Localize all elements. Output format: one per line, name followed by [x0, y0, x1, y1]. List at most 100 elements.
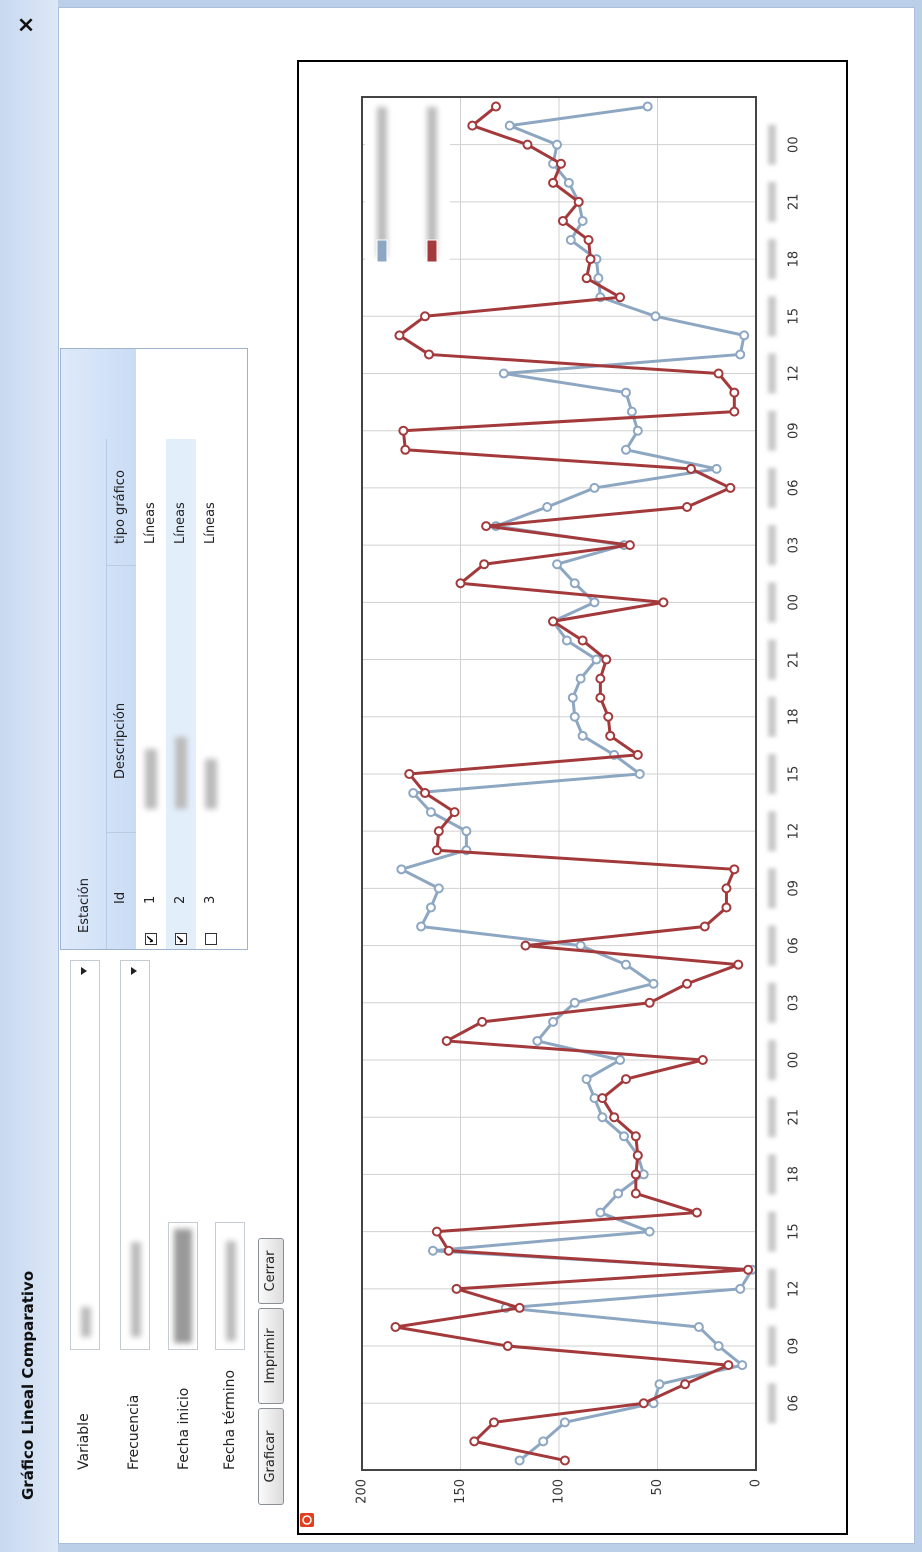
variable-select[interactable]	[70, 960, 100, 1350]
data-point	[514, 1302, 525, 1313]
row-id: 1	[143, 895, 158, 904]
data-point	[713, 368, 724, 379]
data-point	[581, 273, 592, 284]
blurred-date-label	[768, 811, 776, 852]
data-point	[477, 1016, 488, 1027]
data-point	[575, 673, 586, 684]
row-type: Líneas	[203, 502, 218, 544]
data-point	[626, 406, 637, 417]
data-point	[713, 1341, 724, 1352]
data-point	[548, 177, 559, 188]
data-point	[557, 215, 568, 226]
x-tick-label: 21	[787, 651, 802, 668]
end-date-input[interactable]	[215, 1222, 245, 1350]
data-point	[699, 921, 710, 932]
column-header: Id	[113, 891, 128, 904]
data-point	[733, 959, 744, 970]
x-tick-label: 03	[787, 995, 802, 1012]
data-point	[542, 501, 553, 512]
data-point	[396, 864, 407, 875]
data-point	[615, 292, 626, 303]
data-point	[644, 1226, 655, 1237]
data-point	[423, 349, 434, 360]
data-point	[420, 311, 431, 322]
data-point	[532, 1035, 543, 1046]
data-point	[498, 368, 509, 379]
data-point	[693, 1321, 704, 1332]
blurred-value	[131, 1242, 141, 1337]
close-button[interactable]: Cerrar	[258, 1238, 284, 1304]
data-point	[658, 597, 669, 608]
data-point	[609, 1112, 620, 1123]
window-title: Gráfico Lineal Comparativo	[19, 1270, 37, 1500]
data-point	[729, 406, 740, 417]
x-tick-label: 06	[787, 1395, 802, 1412]
data-point	[691, 1207, 702, 1218]
blurred-date-label	[768, 1097, 776, 1138]
data-point	[615, 1055, 626, 1066]
data-point	[559, 1417, 570, 1428]
data-point	[548, 1016, 559, 1027]
data-point	[638, 1169, 649, 1180]
data-point	[577, 215, 588, 226]
row-checkbox[interactable]: ✔	[144, 933, 157, 945]
data-point	[441, 1035, 452, 1046]
blurred-date-label	[768, 982, 776, 1023]
close-button[interactable]: ×	[14, 15, 39, 34]
legend-swatch	[426, 239, 438, 263]
blurred-date-label	[768, 1383, 776, 1424]
blurred-description	[205, 759, 217, 809]
blurred-date-label	[768, 639, 776, 680]
data-point	[467, 120, 478, 131]
data-point	[723, 1360, 734, 1371]
data-point	[725, 482, 736, 493]
data-point	[569, 997, 580, 1008]
blurred-value	[174, 1229, 192, 1343]
data-point	[620, 959, 631, 970]
frequency-select[interactable]	[120, 960, 150, 1350]
blurred-description	[175, 737, 187, 809]
data-point	[589, 597, 600, 608]
data-point	[481, 521, 492, 532]
form-label: Fecha inicio	[176, 1387, 192, 1470]
blurred-date-label	[768, 1326, 776, 1367]
x-tick-label: 15	[787, 1223, 802, 1240]
blurred-date-label	[768, 868, 776, 909]
x-tick-label: 06	[787, 937, 802, 954]
y-tick-label: 200	[355, 1479, 370, 1504]
print-button[interactable]: Imprimir	[258, 1308, 284, 1404]
x-tick-label: 09	[787, 422, 802, 439]
blurred-date-label	[768, 353, 776, 394]
data-point	[711, 463, 722, 474]
data-point	[490, 101, 501, 112]
row-checkbox[interactable]: ✔	[174, 933, 187, 945]
data-point	[597, 1112, 608, 1123]
x-tick-label: 21	[787, 1109, 802, 1126]
row-checkbox[interactable]	[205, 933, 217, 945]
data-point	[642, 101, 653, 112]
data-point	[634, 768, 645, 779]
dropdown-arrow	[81, 967, 87, 975]
data-point	[548, 616, 559, 627]
blurred-date-label	[768, 467, 776, 508]
data-point	[632, 1150, 643, 1161]
data-point	[638, 1398, 649, 1409]
data-point	[577, 730, 588, 741]
data-point	[595, 673, 606, 684]
data-point	[581, 1074, 592, 1085]
y-tick-label: 100	[552, 1479, 567, 1504]
data-point	[729, 864, 740, 875]
data-point	[620, 444, 631, 455]
x-tick-label: 21	[787, 194, 802, 211]
blurred-date-label	[768, 1268, 776, 1309]
data-point	[565, 235, 576, 246]
row-id: 2	[173, 895, 188, 904]
data-point	[739, 330, 750, 341]
data-point	[520, 940, 531, 951]
y-tick-label: 150	[453, 1479, 468, 1504]
plot-button[interactable]: Graficar	[258, 1408, 284, 1505]
data-point	[620, 1074, 631, 1085]
data-point	[449, 807, 460, 818]
start-date-input[interactable]	[168, 1222, 198, 1350]
